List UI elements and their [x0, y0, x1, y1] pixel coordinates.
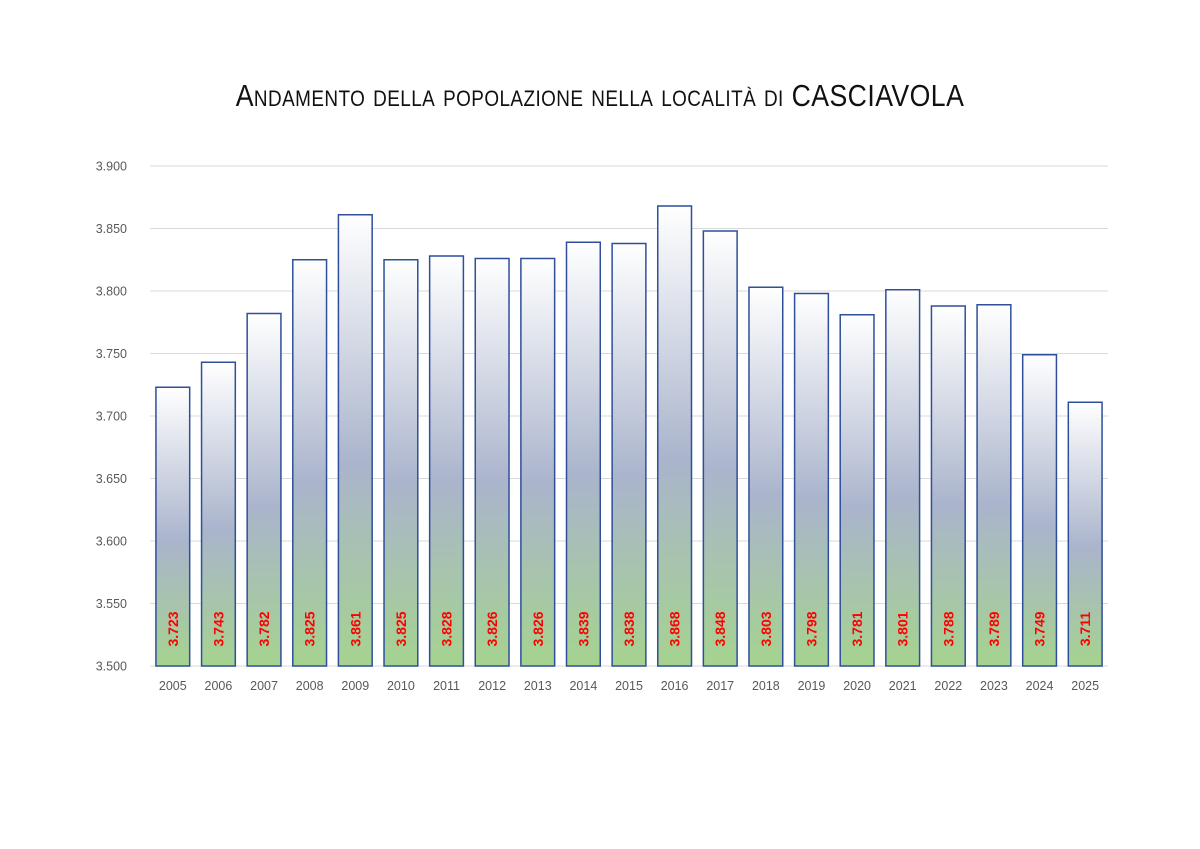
y-tick-label: 3.650	[96, 472, 127, 486]
x-tick-label: 2012	[478, 679, 506, 693]
data-label-2019: 3.798	[803, 611, 819, 646]
data-labels: 3.723 3.743 3.782 3.825 3.861 3.825 3.828 3.826…	[165, 611, 1093, 646]
x-tick-label: 2010	[387, 679, 415, 693]
bar-2014	[565, 241, 602, 667]
x-tick-label: 2016	[661, 679, 689, 693]
data-label-2018: 3.803	[758, 611, 774, 646]
bar-2009	[337, 214, 373, 667]
data-label-2016: 3.868	[667, 611, 683, 646]
data-label-2011: 3.828	[439, 611, 455, 646]
data-label-2006: 3.743	[210, 611, 226, 646]
bar-2010	[383, 259, 419, 667]
bar-2016	[656, 205, 693, 667]
bar-2017	[702, 230, 738, 667]
bar-2007	[246, 312, 282, 667]
x-tick-label: 2019	[798, 679, 826, 693]
x-tick-label: 2022	[934, 679, 962, 693]
x-tick-label: 2007	[250, 679, 278, 693]
bar-2005	[155, 386, 191, 667]
chart-title: Andamento della popolazione nella locali…	[235, 78, 965, 113]
y-tick-label: 3.550	[96, 597, 127, 611]
bar-2025	[1067, 401, 1103, 667]
data-label-2009: 3.861	[347, 611, 363, 646]
x-tick-label: 2015	[615, 679, 643, 693]
x-tick-label: 2020	[843, 679, 871, 693]
y-tick-label: 3.500	[96, 660, 127, 674]
y-tick-label: 3.700	[96, 410, 127, 424]
x-tick-label: 2021	[889, 679, 917, 693]
x-tick-label: 2025	[1071, 679, 1099, 693]
y-tick-label: 3.600	[96, 535, 127, 549]
bar-2013	[520, 257, 556, 667]
data-label-2010: 3.825	[393, 611, 409, 646]
data-label-2014: 3.839	[575, 611, 591, 646]
bars	[155, 205, 1103, 667]
data-label-2008: 3.825	[302, 611, 318, 646]
data-label-2021: 3.801	[895, 611, 911, 646]
bar-2015	[611, 242, 647, 667]
x-tick-label: 2024	[1026, 679, 1054, 693]
y-tick-label: 3.800	[96, 285, 127, 299]
x-tick-label: 2009	[341, 679, 369, 693]
data-label-2022: 3.788	[940, 611, 956, 646]
bar-2008	[292, 259, 328, 667]
bar-2012	[474, 257, 510, 667]
bar-2011	[428, 255, 465, 667]
bar-2018	[748, 286, 784, 667]
x-tick-label: 2008	[296, 679, 324, 693]
bar-2024	[1021, 354, 1058, 667]
data-label-2025: 3.711	[1077, 612, 1093, 646]
data-label-2023: 3.789	[986, 611, 1002, 646]
bar-2022	[930, 305, 966, 667]
x-tick-label: 2017	[706, 679, 734, 693]
bar-2021	[885, 289, 921, 667]
x-tick-label: 2014	[569, 679, 597, 693]
x-tick-label: 2011	[433, 679, 460, 693]
y-tick-label: 3.750	[96, 347, 127, 361]
data-label-2020: 3.781	[849, 611, 865, 646]
data-label-2005: 3.723	[165, 611, 181, 646]
x-tick-label: 2018	[752, 679, 780, 693]
x-tick-label: 2005	[159, 679, 187, 693]
bar-2006	[200, 361, 237, 667]
x-axis: 2005 2006 2007 2008 2009 2010 2011 2012 2013 2014…	[159, 679, 1099, 693]
data-label-2013: 3.826	[530, 611, 546, 646]
data-label-2024: 3.749	[1032, 611, 1048, 646]
data-label-2007: 3.782	[256, 611, 272, 646]
y-tick-label: 3.850	[96, 222, 127, 236]
x-tick-label: 2023	[980, 679, 1008, 693]
x-tick-label: 2013	[524, 679, 552, 693]
bar-2019	[793, 292, 830, 667]
bar-2023	[976, 304, 1012, 667]
data-label-2017: 3.848	[712, 611, 728, 646]
bar-2020	[839, 314, 875, 667]
y-tick-label: 3.900	[96, 160, 127, 174]
x-tick-label: 2006	[205, 679, 233, 693]
data-label-2015: 3.838	[621, 611, 637, 646]
y-axis: 3.500 3.550 3.600 3.650 3.700 3.750 3.800 3.850…	[96, 160, 127, 674]
data-label-2012: 3.826	[484, 611, 500, 646]
